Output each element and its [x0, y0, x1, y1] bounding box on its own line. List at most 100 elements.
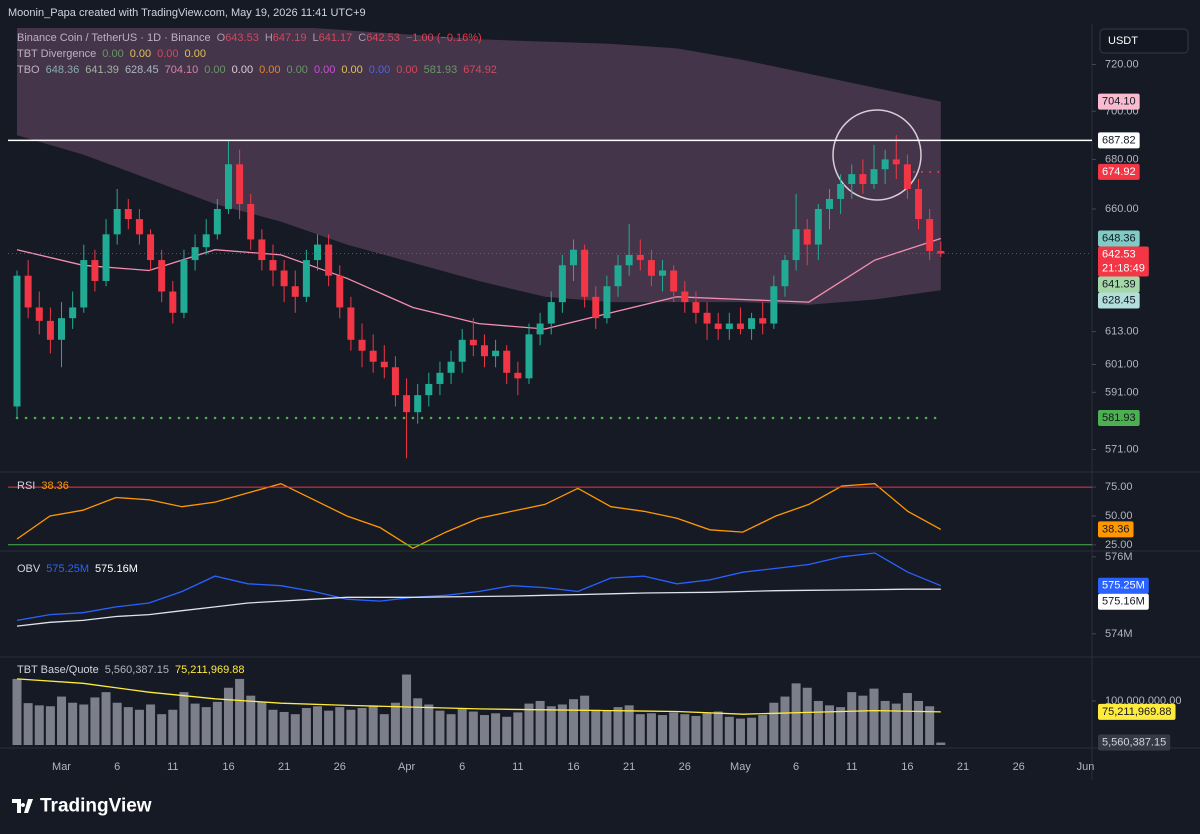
volume-bar	[847, 692, 857, 745]
candle-body	[469, 339, 477, 346]
candle-body	[347, 307, 355, 340]
candle-body	[670, 270, 678, 292]
volume-bar	[702, 713, 712, 745]
legend-item: 0.00	[157, 48, 178, 60]
candle-body	[492, 350, 500, 357]
candle-body	[681, 291, 689, 303]
y-tick-label: 50.00	[1105, 510, 1133, 522]
candle-body	[837, 184, 845, 199]
candle-body	[480, 345, 488, 357]
volume-bar	[747, 717, 757, 745]
legend: OBV 575.25M 575.16M	[17, 563, 138, 575]
volume-bar	[914, 700, 924, 745]
candle-body	[191, 247, 199, 261]
volume-bar	[591, 709, 601, 745]
volume-bar	[457, 708, 467, 745]
currency-label[interactable]: USDT	[1108, 35, 1138, 47]
legend-item: 0.00	[314, 64, 335, 76]
candle-body	[380, 361, 388, 368]
candle-body	[102, 234, 110, 281]
volume-bar	[925, 706, 935, 745]
legend: Binance Coin / TetherUS · 1D · Binance O6…	[17, 32, 482, 44]
volume-bar	[724, 716, 734, 745]
y-tick-label: 680.00	[1105, 153, 1139, 165]
candle-body	[736, 323, 744, 329]
legend-item: TBT Base/Quote	[17, 664, 99, 676]
volume-bar	[179, 692, 189, 745]
volume-bar	[635, 714, 645, 745]
x-tick-label: 16	[222, 761, 234, 773]
legend-item: 0.00	[396, 64, 417, 76]
volume-bar	[335, 707, 345, 745]
legend-item: 0.00	[204, 64, 225, 76]
candle-body	[792, 229, 800, 261]
axis-value-box	[1098, 703, 1176, 720]
candle-body	[625, 254, 633, 266]
volume-bar	[880, 700, 890, 745]
y-tick-label: 613.00	[1105, 326, 1139, 338]
candle-body	[514, 372, 522, 379]
candle-body	[80, 260, 88, 308]
legend-item: TBO	[17, 64, 40, 76]
candle-body	[581, 249, 589, 297]
candle-body	[915, 188, 923, 220]
legend: TBT Divergence 0.00 0.00 0.00 0.00	[17, 48, 206, 60]
volume-bar	[858, 695, 868, 745]
axis-value-label: 641.39	[1102, 279, 1136, 291]
candle-body	[24, 275, 32, 308]
legend-item: RSI	[17, 480, 35, 492]
axis-value-box	[1098, 292, 1140, 309]
volume-bar	[45, 706, 55, 745]
candle-body	[46, 320, 54, 340]
candle-body	[825, 198, 833, 209]
legend-item: −1.00 (−0.16%)	[406, 32, 482, 44]
axis-value-box	[1098, 93, 1140, 110]
legend-item: 642.53	[366, 32, 400, 44]
volume-bar	[90, 697, 100, 745]
legend-item: 641.39	[85, 64, 119, 76]
x-tick-label: 26	[334, 761, 346, 773]
volume-bar	[813, 700, 823, 745]
currency-button[interactable]	[1099, 28, 1189, 54]
candle-body	[725, 323, 733, 329]
axis-value-label: 687.82	[1102, 134, 1136, 146]
volume-bar	[658, 715, 668, 745]
candle-body	[759, 318, 767, 324]
indicator-line	[16, 237, 942, 330]
axis-value-box	[1098, 246, 1149, 277]
volume-bar	[758, 715, 768, 745]
axis-value-label: 674.92	[1102, 166, 1136, 178]
volume-bar	[324, 710, 334, 745]
volume-bar	[824, 705, 834, 745]
legend-item: 575.25M	[46, 563, 89, 575]
candle-body	[558, 265, 566, 303]
y-tick-label: 75.00	[1105, 481, 1133, 493]
x-tick-label: 6	[114, 761, 120, 773]
candle-body	[247, 203, 255, 240]
volume-bar	[212, 701, 222, 745]
volume-bar	[902, 693, 912, 745]
candle-body	[58, 318, 66, 340]
legend-item: 575.16M	[95, 563, 138, 575]
x-tick-label: 11	[512, 761, 523, 773]
candle-body	[280, 270, 288, 287]
indicator-line	[16, 483, 942, 550]
volume-bar	[479, 715, 489, 745]
candle-body	[547, 302, 555, 324]
legend-item: 75,211,969.88	[175, 664, 245, 676]
x-tick-label: 6	[459, 761, 465, 773]
candle-body	[124, 208, 132, 220]
volume-bar	[346, 709, 356, 745]
legend-item: 38.36	[41, 480, 69, 492]
candle-body	[458, 339, 466, 362]
volume-bar	[368, 705, 378, 745]
legend-item: 581.93	[424, 64, 458, 76]
volume-ma	[16, 678, 941, 715]
legend-item: 643.53	[225, 32, 259, 44]
candle-body	[592, 296, 600, 319]
volume-bar	[68, 702, 78, 745]
x-tick-label: 26	[1013, 761, 1025, 773]
legend-item: Binance Coin / TetherUS · 1D · Binance	[17, 32, 211, 44]
legend-item: 647.19	[273, 32, 307, 44]
candle-body	[135, 219, 143, 235]
